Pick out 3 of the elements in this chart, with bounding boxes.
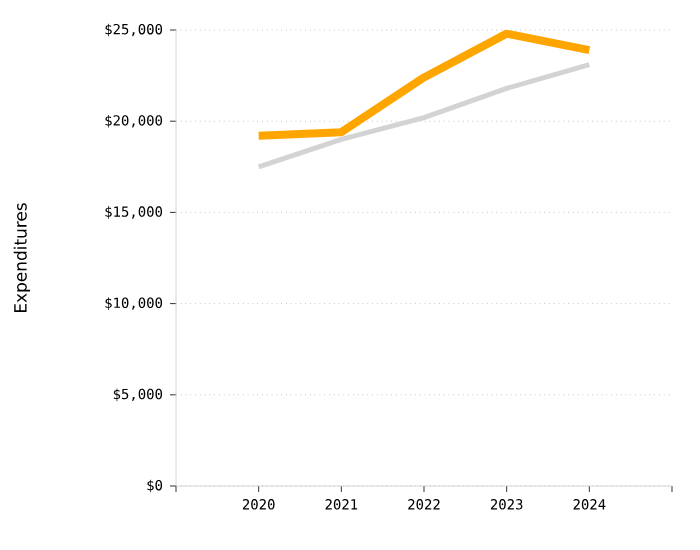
- y-axis-title: Expenditures: [13, 203, 31, 312]
- line-series: [254, 30, 594, 140]
- line-series: [256, 62, 592, 170]
